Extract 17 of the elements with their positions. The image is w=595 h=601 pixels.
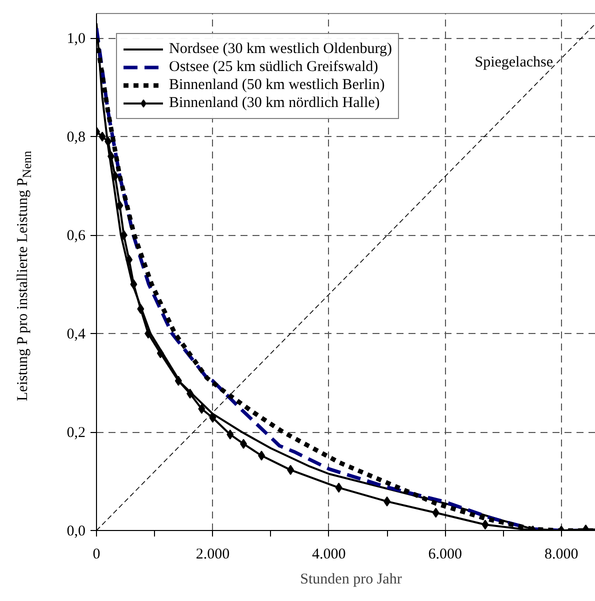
x-tick-label: 8.000	[544, 546, 578, 562]
x-tick-label: 0	[92, 546, 100, 562]
legend-label: Binnenland (50 km westlich Berlin)	[169, 76, 385, 94]
y-tick-label: 0,4	[66, 326, 86, 343]
legend-label: Nordsee (30 km westlich Oldenburg)	[169, 40, 392, 58]
x-tick-label: 2.000	[196, 546, 230, 562]
legend-label: Binnenland (30 km nördlich Halle)	[169, 94, 380, 112]
x-axis-title: Stunden pro Jahr	[300, 572, 402, 588]
y-tick-label: 0,6	[66, 228, 86, 244]
x-tick-label: 4.000	[312, 546, 346, 562]
annotation: Spiegelachse	[474, 54, 554, 71]
y-tick-label: 0,2	[66, 425, 86, 442]
y-tick-label: 0,8	[66, 130, 86, 146]
legend-label: Ostsee (25 km südlich Greifswald)	[169, 58, 378, 76]
y-tick-label: 1,0	[66, 31, 86, 48]
x-tick-label: 6.000	[428, 546, 462, 562]
y-tick-label: 0,0	[66, 524, 86, 540]
